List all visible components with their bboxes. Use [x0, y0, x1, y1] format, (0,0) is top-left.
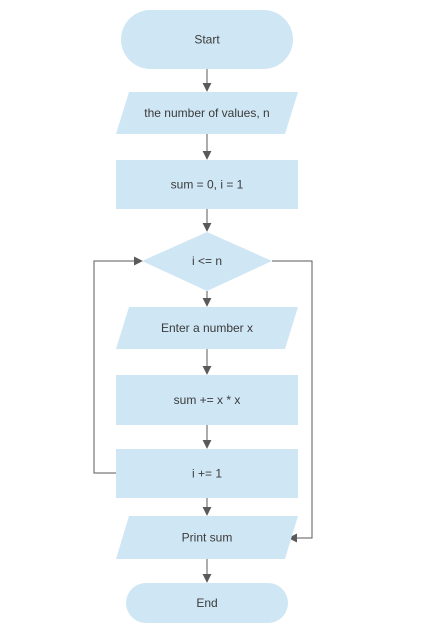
increment-label: i += 1 — [192, 467, 222, 481]
init-process-shape — [116, 160, 298, 209]
node-accumulate: sum += x * x — [116, 375, 298, 425]
edge-condition-false-to-output — [272, 260, 313, 543]
accumulate-process-shape — [116, 375, 298, 425]
accumulate-label: sum += x * x — [174, 393, 241, 407]
end-terminator-shape — [126, 583, 288, 623]
input-x-label: Enter a number x — [161, 321, 253, 335]
start-label: Start — [194, 33, 220, 47]
node-end: End — [126, 583, 288, 623]
condition-decision-shape — [142, 232, 272, 291]
input-x-parallelogram-shape — [116, 307, 298, 349]
edges — [93, 69, 313, 583]
input-n-parallelogram-shape — [116, 92, 298, 134]
increment-process-shape — [116, 449, 298, 498]
node-input-x: Enter a number x — [116, 307, 298, 349]
node-start: Start — [121, 10, 293, 69]
condition-label: i <= n — [192, 254, 222, 268]
output-label: Print sum — [182, 531, 233, 545]
init-label: sum = 0, i = 1 — [171, 178, 244, 192]
node-init: sum = 0, i = 1 — [116, 160, 298, 209]
end-label: End — [196, 596, 217, 610]
edge-increment-loop-back — [93, 256, 143, 474]
node-condition: i <= n — [142, 232, 272, 291]
input-n-label: the number of values, n — [144, 106, 269, 120]
output-parallelogram-shape — [116, 516, 298, 559]
node-increment: i += 1 — [116, 449, 298, 498]
node-input-n: the number of values, n — [116, 92, 298, 134]
start-terminator-shape — [121, 10, 293, 69]
node-output: Print sum — [116, 516, 298, 559]
